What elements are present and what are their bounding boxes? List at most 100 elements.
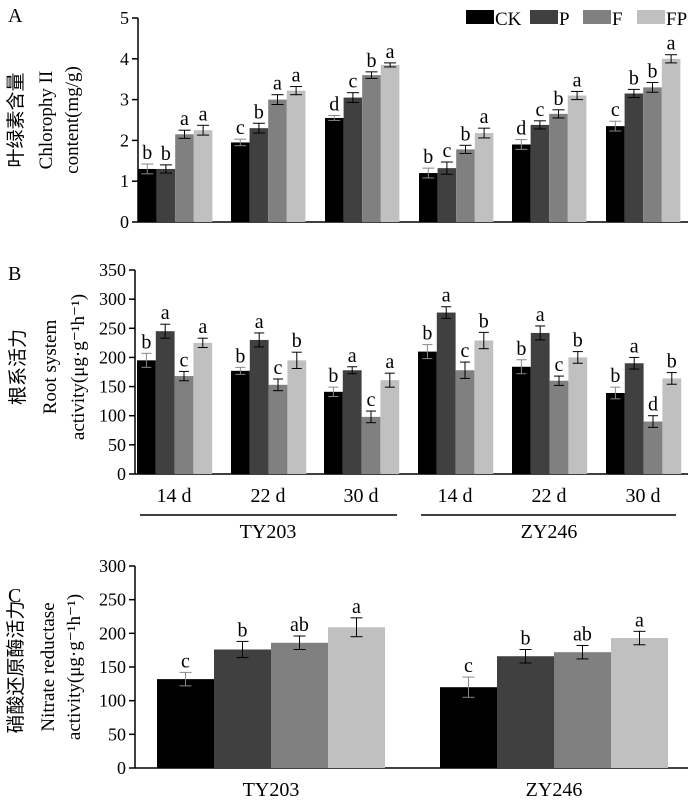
bar-fp bbox=[193, 130, 213, 222]
legend-swatch-ck bbox=[466, 10, 494, 24]
significance-letter: b bbox=[648, 60, 658, 82]
y-axis-label-en-line1: Root system bbox=[40, 320, 61, 415]
significance-letter: a bbox=[161, 302, 170, 324]
significance-letter: b bbox=[461, 123, 471, 145]
significance-letter: c bbox=[348, 71, 357, 93]
panel-letter: C bbox=[8, 585, 21, 607]
category-label: ZY246 bbox=[526, 779, 583, 801]
significance-letter: a bbox=[180, 108, 189, 130]
category-label: 30 d bbox=[626, 485, 661, 507]
y-tick-label: 5 bbox=[120, 8, 129, 28]
significance-letter: c bbox=[535, 99, 544, 121]
significance-letter: a bbox=[480, 106, 489, 128]
significance-letter: a bbox=[255, 311, 264, 333]
bar-ck bbox=[325, 117, 344, 222]
y-axis-label-en-line1: Chlorophy II bbox=[36, 71, 57, 170]
bar-p bbox=[624, 363, 644, 474]
bar-f bbox=[456, 149, 475, 222]
significance-letter: b bbox=[142, 142, 152, 164]
significance-letter: c bbox=[611, 99, 620, 121]
significance-letter: b bbox=[235, 345, 245, 367]
significance-letter: b bbox=[516, 338, 526, 360]
y-axis-label-en-line1: Nitrate reductase bbox=[38, 602, 59, 731]
significance-letter: a bbox=[198, 316, 207, 338]
bar-p bbox=[530, 332, 550, 474]
significance-letter: b bbox=[629, 67, 639, 89]
y-tick-label: 300 bbox=[99, 289, 126, 309]
category-label: 14 d bbox=[157, 485, 192, 507]
significance-letter: ab bbox=[573, 623, 592, 645]
bar-ck bbox=[231, 142, 250, 222]
significance-letter: a bbox=[385, 351, 394, 373]
bar-f bbox=[268, 384, 288, 474]
y-axis-label-cn: 硝酸还原酶活力 bbox=[5, 600, 27, 733]
legend-label: P bbox=[559, 9, 570, 30]
y-tick-label: 200 bbox=[99, 347, 126, 367]
y-tick-label: 300 bbox=[99, 556, 126, 576]
legend-label: CK bbox=[495, 9, 522, 30]
legend-label: FP bbox=[666, 9, 687, 30]
significance-letter: a bbox=[536, 304, 545, 326]
bar-p bbox=[497, 656, 554, 768]
significance-letter: ab bbox=[290, 614, 309, 636]
significance-letter: c bbox=[236, 117, 245, 139]
significance-letter: a bbox=[573, 69, 582, 91]
significance-letter: b bbox=[141, 331, 151, 353]
y-tick-label: 250 bbox=[99, 318, 126, 338]
y-tick-label: 200 bbox=[99, 623, 126, 643]
bar-f bbox=[174, 376, 194, 474]
bar-p bbox=[530, 124, 550, 222]
y-tick-label: 4 bbox=[120, 49, 129, 69]
significance-letter: b bbox=[521, 627, 531, 649]
significance-letter: c bbox=[367, 389, 376, 411]
bar-ck bbox=[324, 391, 343, 474]
panel-letter: A bbox=[8, 5, 23, 27]
significance-letter: c bbox=[180, 349, 189, 371]
significance-letter: c bbox=[442, 140, 451, 162]
category-label: 30 d bbox=[344, 485, 379, 507]
bar-fp bbox=[328, 627, 385, 768]
significance-letter: b bbox=[328, 365, 338, 387]
y-tick-label: 0 bbox=[117, 464, 126, 484]
significance-letter: b bbox=[422, 323, 432, 345]
significance-letter: b bbox=[667, 351, 677, 373]
y-axis-label-cn: 叶绿素含量 bbox=[5, 72, 27, 167]
bar-p bbox=[214, 649, 271, 768]
bar-f bbox=[271, 642, 328, 768]
significance-letter: c bbox=[555, 354, 564, 376]
bar-p bbox=[249, 128, 269, 222]
panel-letter: B bbox=[8, 263, 21, 285]
legend-swatch-p bbox=[530, 10, 558, 24]
y-tick-label: 3 bbox=[120, 90, 129, 110]
y-tick-label: 100 bbox=[99, 691, 126, 711]
significance-letter: b bbox=[479, 310, 489, 332]
significance-letter: a bbox=[630, 335, 639, 357]
y-tick-label: 50 bbox=[108, 435, 126, 455]
bar-p bbox=[437, 168, 457, 222]
bar-fp bbox=[567, 95, 587, 222]
y-tick-label: 100 bbox=[99, 406, 126, 426]
bar-f bbox=[549, 113, 568, 222]
significance-letter: b bbox=[254, 101, 264, 123]
bar-p bbox=[342, 370, 362, 474]
bar-fp bbox=[662, 378, 682, 474]
significance-letter: c bbox=[274, 357, 283, 379]
significance-letter: a bbox=[292, 65, 301, 87]
bar-p bbox=[343, 97, 363, 222]
bar-f bbox=[455, 370, 475, 474]
y-tick-label: 0 bbox=[117, 758, 126, 778]
bar-fp bbox=[474, 133, 494, 222]
significance-letter: a bbox=[635, 609, 644, 631]
significance-letter: b bbox=[554, 88, 564, 110]
y-tick-label: 2 bbox=[120, 130, 129, 150]
significance-letter: d bbox=[329, 94, 339, 116]
y-tick-label: 350 bbox=[99, 260, 126, 280]
significance-letter: b bbox=[610, 365, 620, 387]
bar-f bbox=[643, 421, 663, 474]
significance-letter: a bbox=[273, 73, 282, 95]
bar-f bbox=[643, 87, 662, 222]
legend-swatch-f bbox=[583, 10, 611, 24]
bar-p bbox=[249, 339, 269, 474]
bar-ck bbox=[440, 687, 497, 768]
